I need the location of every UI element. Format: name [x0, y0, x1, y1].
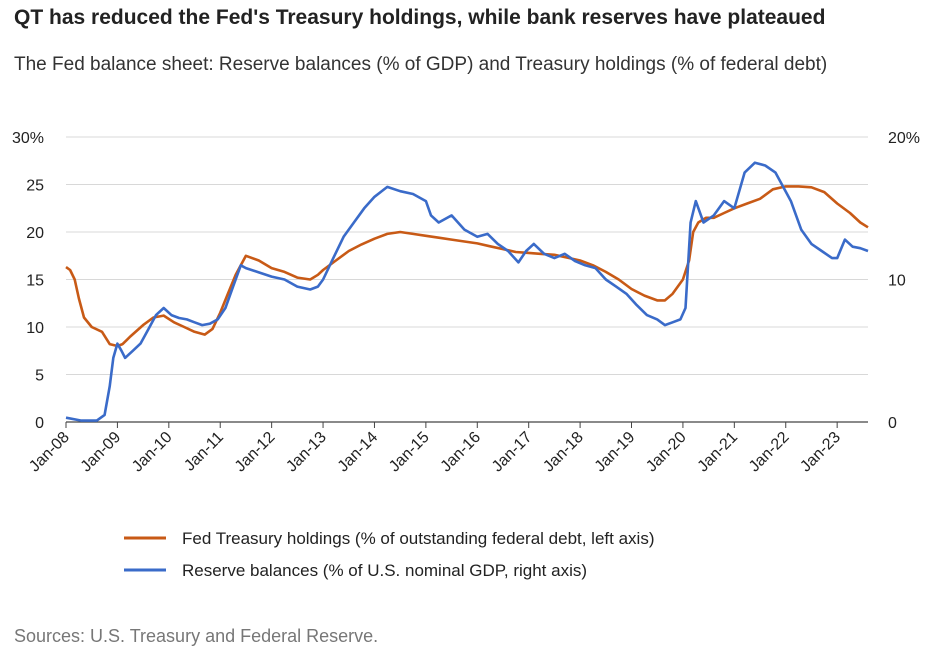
right-axis-tick-label: 20%	[888, 130, 920, 147]
source-note: Sources: U.S. Treasury and Federal Reser…	[14, 626, 379, 646]
x-axis-tick-label: Jan-14	[335, 429, 382, 476]
right-axis-tick-label: 10	[888, 273, 906, 290]
legend-label: Reserve balances (% of U.S. nominal GDP,…	[182, 561, 587, 580]
x-axis-tick-label: Jan-08	[26, 429, 73, 476]
series-line-treasury-holdings	[65, 185, 869, 348]
left-axis-tick-label: 15	[26, 273, 44, 290]
x-axis-tick-label: Jan-20	[643, 429, 690, 476]
left-axis-tick-label: 25	[26, 178, 44, 195]
chart-subtitle: The Fed balance sheet: Reserve balances …	[14, 54, 828, 75]
x-axis-tick-label: Jan-10	[129, 429, 176, 476]
left-axis-tick-label: 10	[26, 320, 44, 337]
x-axis-tick-label: Jan-23	[797, 429, 844, 476]
x-axis-tick-label: Jan-19	[592, 429, 639, 476]
right-axis-tick-label: 0	[888, 415, 897, 432]
left-axis-tick-label: 20	[26, 225, 44, 242]
left-axis-tick-label: 0	[35, 415, 44, 432]
left-axis-tick-label: 5	[35, 368, 44, 385]
x-axis-tick-label: Jan-22	[746, 429, 793, 476]
x-axis-tick-label: Jan-18	[540, 429, 587, 476]
chart-title: QT has reduced the Fed's Treasury holdin…	[14, 6, 826, 29]
x-axis-tick-label: Jan-12	[232, 429, 279, 476]
x-axis-tick-label: Jan-15	[386, 429, 433, 476]
x-axis-tick-label: Jan-17	[489, 429, 536, 476]
x-axis-tick-label: Jan-16	[437, 429, 484, 476]
x-axis-tick-label: Jan-13	[283, 429, 330, 476]
x-axis-tick-label: Jan-21	[695, 429, 742, 476]
series-line-reserve-balances	[65, 161, 869, 422]
x-axis-tick-label: Jan-09	[78, 429, 125, 476]
x-axis-tick-label: Jan-11	[181, 429, 227, 475]
legend-label: Fed Treasury holdings (% of outstanding …	[182, 529, 654, 548]
left-axis-tick-label: 30%	[12, 130, 44, 147]
